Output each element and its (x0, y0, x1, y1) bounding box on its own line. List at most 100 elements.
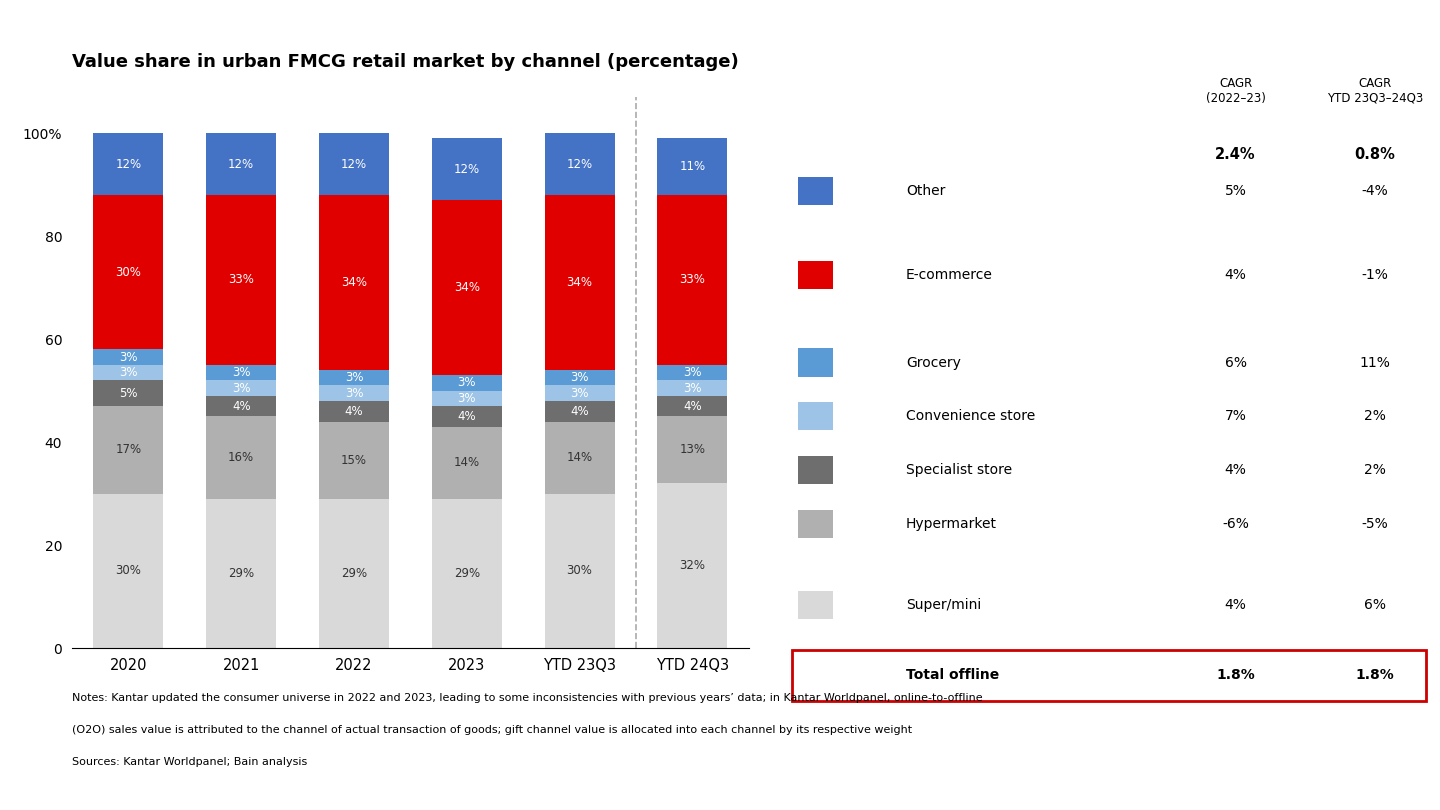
Text: 7%: 7% (1224, 409, 1247, 424)
Text: 2%: 2% (1364, 463, 1385, 477)
Bar (658, 484, 727, 648)
Text: 33%: 33% (680, 274, 706, 287)
Text: CAGR
(2022–23): CAGR (2022–23) (1205, 77, 1266, 104)
FancyBboxPatch shape (798, 177, 834, 205)
Text: 32%: 32% (680, 559, 706, 572)
Bar (206, 133, 276, 195)
Text: 3%: 3% (344, 371, 363, 384)
Text: Value share in urban FMCG retail market by channel (percentage): Value share in urban FMCG retail market … (72, 53, 739, 70)
Text: 34%: 34% (454, 281, 480, 294)
Text: 4%: 4% (683, 399, 701, 412)
Bar (206, 396, 276, 416)
Bar (206, 499, 276, 648)
FancyBboxPatch shape (798, 456, 834, 484)
Text: 11%: 11% (680, 160, 706, 173)
Bar (658, 396, 727, 416)
Text: 12%: 12% (454, 163, 480, 176)
Text: Notes: Kantar updated the consumer universe in 2022 and 2023, leading to some in: Notes: Kantar updated the consumer unive… (72, 693, 982, 702)
Bar (432, 375, 501, 390)
Text: (O2O) sales value is attributed to the channel of actual transaction of goods; g: (O2O) sales value is attributed to the c… (72, 725, 912, 735)
Text: 2%: 2% (1364, 409, 1385, 424)
Bar (320, 401, 389, 421)
Text: Grocery: Grocery (906, 356, 960, 369)
Bar (432, 499, 501, 648)
Text: -5%: -5% (1362, 517, 1388, 531)
Bar (94, 493, 163, 648)
Bar (206, 381, 276, 396)
Bar (206, 416, 276, 499)
Bar (94, 133, 163, 195)
Text: Convenience store: Convenience store (906, 409, 1035, 424)
Text: 34%: 34% (566, 276, 593, 289)
Text: 30%: 30% (115, 565, 141, 578)
Bar (544, 386, 615, 401)
Bar (94, 195, 163, 349)
Text: 11%: 11% (1359, 356, 1391, 369)
Bar (206, 364, 276, 381)
Text: 29%: 29% (454, 567, 480, 580)
FancyBboxPatch shape (798, 403, 834, 430)
Text: 4%: 4% (344, 405, 363, 418)
Text: 3%: 3% (458, 392, 477, 405)
Bar (320, 370, 389, 386)
Text: 12%: 12% (566, 158, 593, 171)
Bar (320, 421, 389, 499)
Text: 4%: 4% (1224, 598, 1247, 612)
Bar (94, 406, 163, 493)
Text: 14%: 14% (454, 456, 480, 469)
Text: 3%: 3% (120, 366, 138, 379)
Text: 3%: 3% (570, 386, 589, 399)
Text: Other: Other (906, 184, 946, 198)
Bar (544, 401, 615, 421)
Text: 4%: 4% (458, 410, 477, 423)
Text: Super/mini: Super/mini (906, 598, 981, 612)
FancyBboxPatch shape (798, 261, 834, 289)
Text: 33%: 33% (229, 274, 253, 287)
Bar (432, 200, 501, 375)
Text: 17%: 17% (115, 443, 141, 456)
Text: 16%: 16% (228, 451, 255, 464)
Bar (94, 349, 163, 364)
Text: 29%: 29% (341, 567, 367, 580)
Text: 3%: 3% (120, 351, 138, 364)
Bar (94, 364, 163, 381)
Bar (432, 427, 501, 499)
Bar (658, 195, 727, 364)
Text: 6%: 6% (1224, 356, 1247, 369)
Text: CAGR
YTD 23Q3–24Q3: CAGR YTD 23Q3–24Q3 (1326, 77, 1423, 104)
Text: 4%: 4% (1224, 463, 1247, 477)
Text: -4%: -4% (1362, 184, 1388, 198)
FancyBboxPatch shape (798, 590, 834, 619)
Text: 29%: 29% (228, 567, 255, 580)
FancyBboxPatch shape (798, 348, 834, 377)
Text: 2.4%: 2.4% (1215, 147, 1256, 162)
Text: 15%: 15% (341, 454, 367, 467)
Text: 3%: 3% (683, 382, 701, 394)
Bar (658, 139, 727, 195)
Bar (432, 406, 501, 427)
Text: 5%: 5% (1224, 184, 1247, 198)
Bar (320, 133, 389, 195)
Bar (658, 416, 727, 484)
FancyBboxPatch shape (798, 509, 834, 538)
Text: Sources: Kantar Worldpanel; Bain analysis: Sources: Kantar Worldpanel; Bain analysi… (72, 757, 307, 767)
Bar (544, 493, 615, 648)
Text: 1.8%: 1.8% (1217, 668, 1254, 682)
Bar (206, 195, 276, 364)
Bar (320, 386, 389, 401)
Text: 4%: 4% (232, 399, 251, 412)
Text: 14%: 14% (566, 451, 593, 464)
Text: 3%: 3% (344, 386, 363, 399)
Bar (432, 139, 501, 200)
Text: 30%: 30% (567, 565, 592, 578)
Bar (320, 195, 389, 370)
Bar (94, 381, 163, 406)
Text: -1%: -1% (1361, 268, 1388, 282)
Text: Specialist store: Specialist store (906, 463, 1012, 477)
Bar (658, 364, 727, 381)
Text: 3%: 3% (683, 366, 701, 379)
Text: 3%: 3% (458, 377, 477, 390)
Text: E-commerce: E-commerce (906, 268, 994, 282)
Text: 12%: 12% (341, 158, 367, 171)
Text: 12%: 12% (115, 158, 141, 171)
